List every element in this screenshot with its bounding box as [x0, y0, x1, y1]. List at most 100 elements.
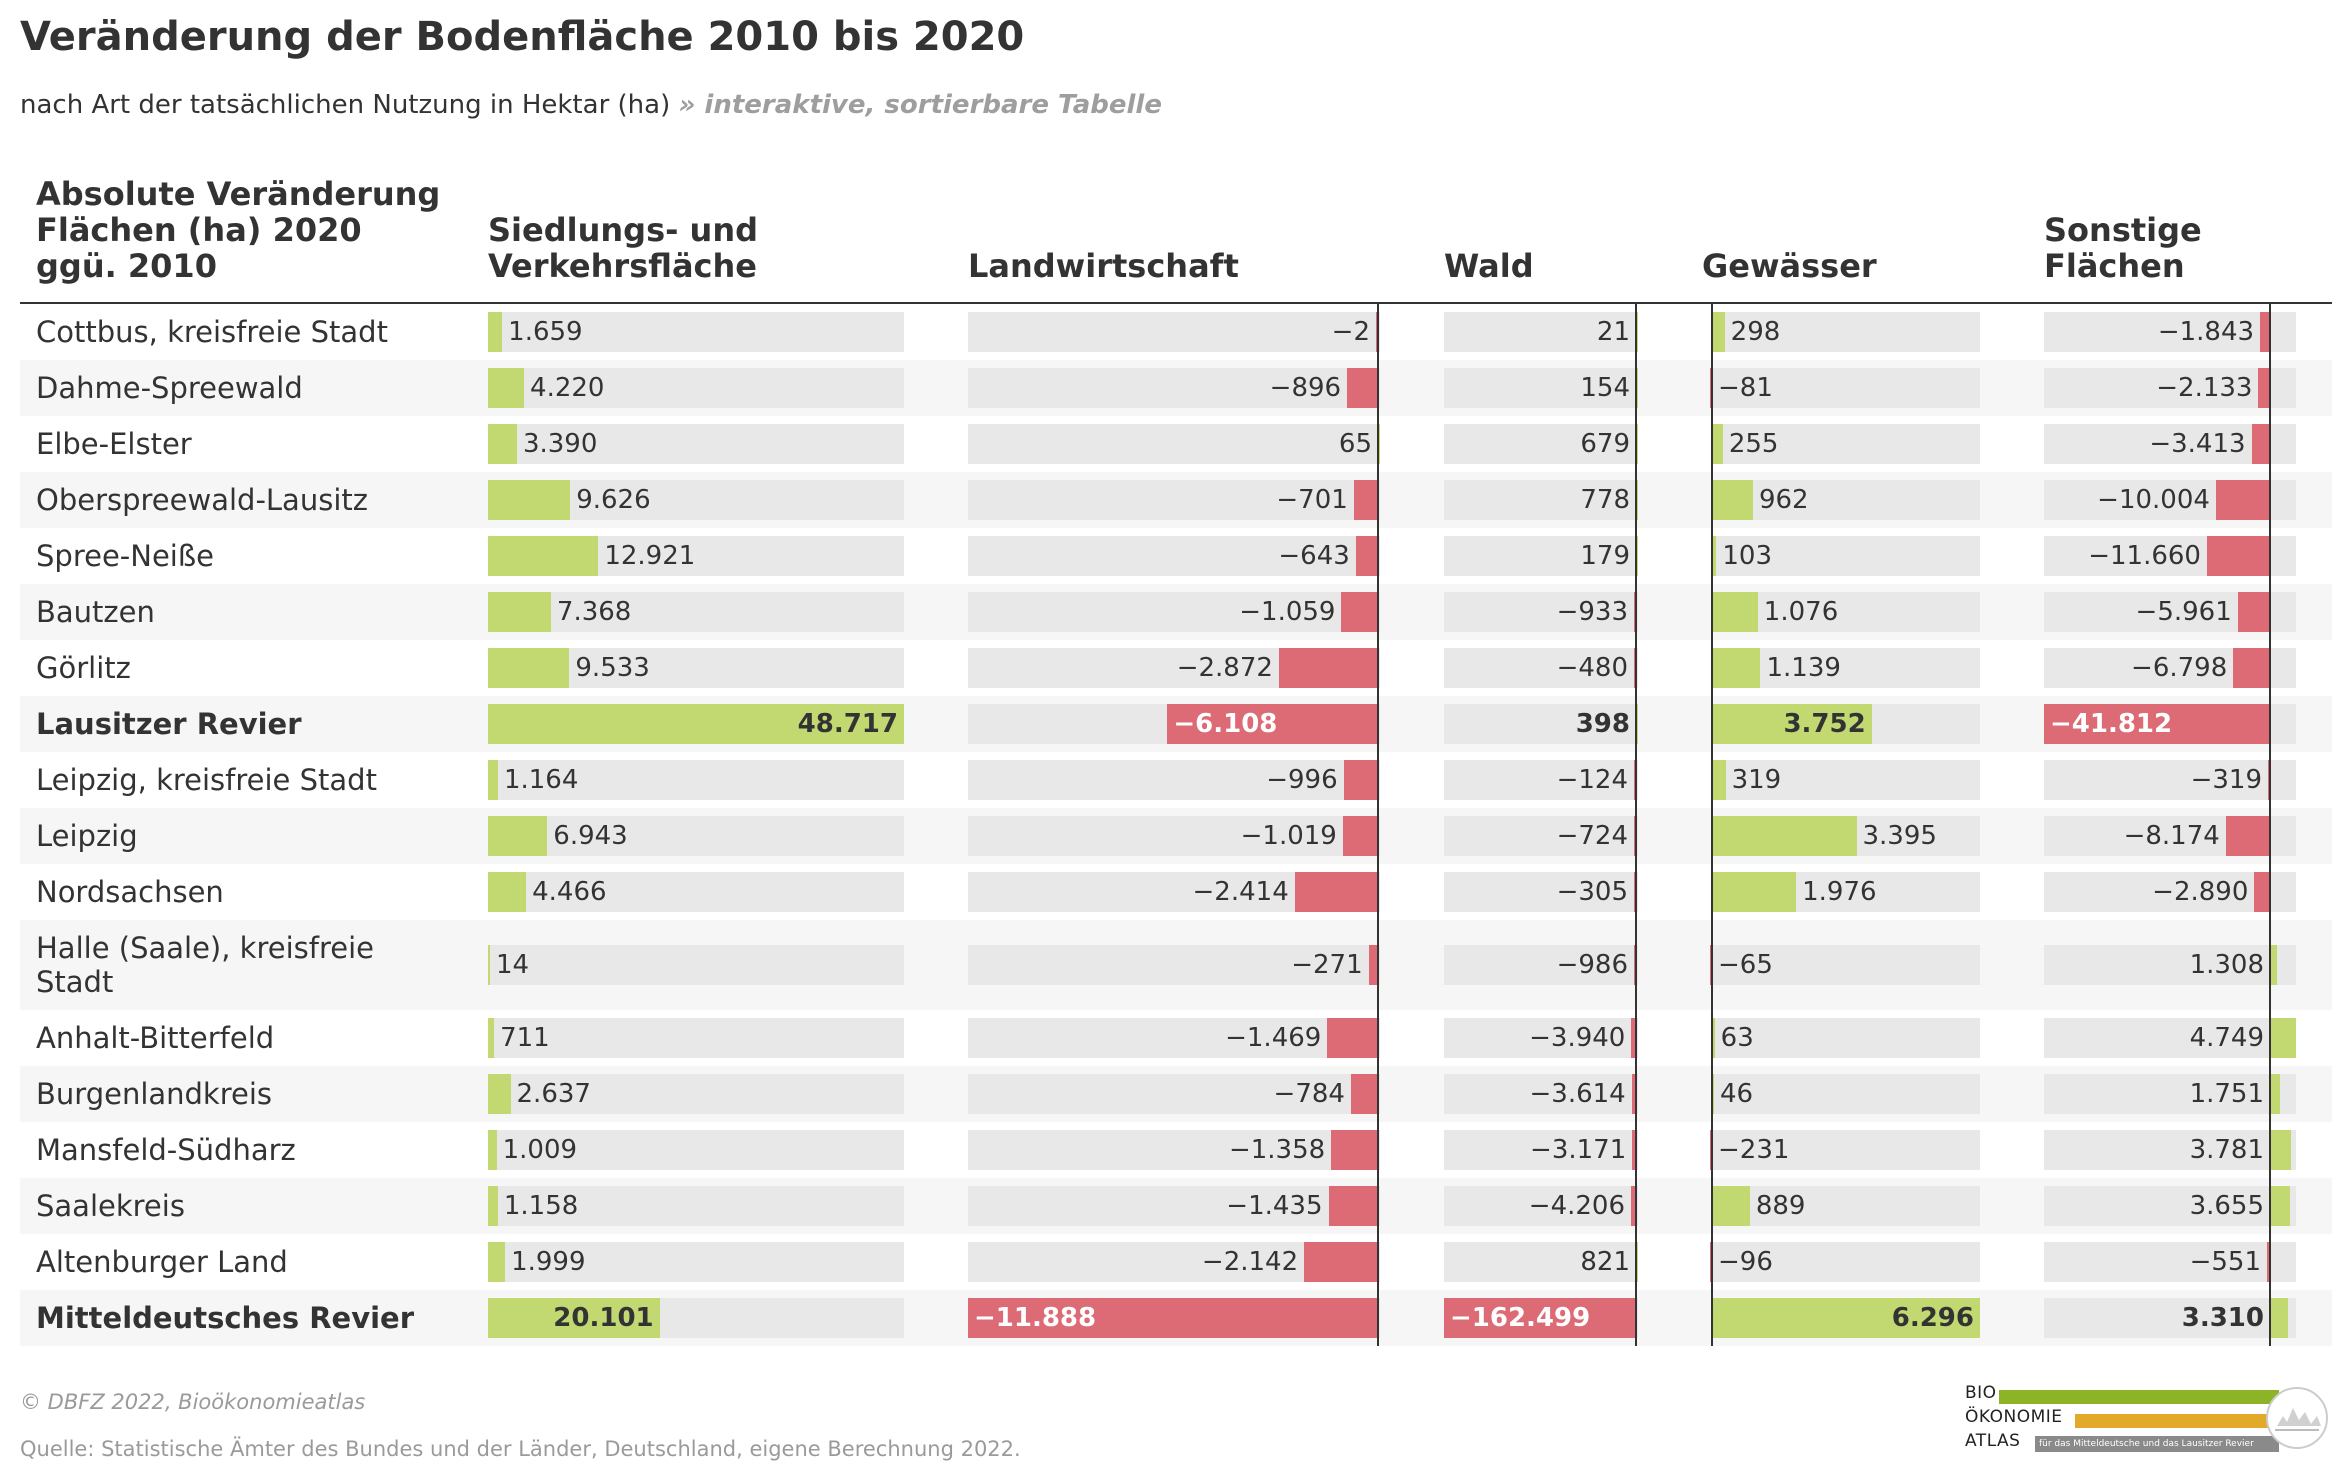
value-bar: [1355, 536, 1378, 576]
value-bar: [488, 1242, 506, 1282]
interactive-table-link[interactable]: » interaktive, sortierbare Tabelle: [678, 90, 1162, 120]
value-label: −551: [2189, 1247, 2262, 1277]
value-label: −6.798: [2131, 653, 2228, 683]
bar-track: [488, 760, 904, 800]
bar-track: [1712, 312, 1980, 352]
value-bar: [488, 1186, 498, 1226]
value-bar: [1636, 536, 1638, 576]
bar-track: [1712, 480, 1980, 520]
value-label: −305: [1556, 877, 1628, 907]
value-label: 46: [1720, 1079, 1754, 1109]
value-label: −162.499: [1450, 1303, 1591, 1333]
value-bar: [488, 760, 498, 800]
value-bar: [2267, 1242, 2270, 1282]
value-label: 14: [496, 950, 530, 980]
value-label: 3.310: [2181, 1303, 2264, 1333]
bar-track: [488, 1130, 904, 1170]
value-bar: [2237, 592, 2270, 632]
value-label: −784: [1273, 1079, 1345, 1109]
value-label: 255: [1728, 429, 1779, 459]
bar-track: [2044, 1242, 2296, 1282]
value-label: −2.872: [1176, 653, 1273, 683]
column-header-sonstige[interactable]: Sonstige Flächen: [2044, 211, 2202, 285]
value-bar: [1712, 592, 1758, 632]
bar-track: [968, 1018, 1380, 1058]
value-bar: [1167, 704, 1378, 744]
value-bar: [1712, 872, 1797, 912]
value-label: 298: [1730, 317, 1781, 347]
row-label: Mansfeld-Südharz: [36, 1133, 296, 1167]
value-label: −319: [2190, 765, 2262, 795]
bar-track: [488, 872, 904, 912]
bar-track: [1712, 1130, 1980, 1170]
value-label: −3.171: [1530, 1135, 1627, 1165]
value-label: 679: [1580, 429, 1630, 459]
value-label: 1.751: [2189, 1079, 2264, 1109]
zero-axis-line: [1635, 302, 1637, 1346]
value-bar: [1353, 480, 1378, 520]
value-label: 4.466: [532, 877, 607, 907]
column-header-gewaesser[interactable]: Gewässer: [1702, 247, 1877, 285]
row-label: Dahme-Spreewald: [36, 371, 303, 405]
value-label: −896: [1269, 373, 1342, 403]
logo-word-atlas: ATLAS: [1965, 1431, 2021, 1451]
logo-orange-stripe: [2075, 1414, 2279, 1428]
row-label: Altenburger Land: [36, 1245, 288, 1279]
value-bar: [2044, 704, 2270, 744]
bar-track: [1444, 312, 1638, 352]
bar-track: [488, 312, 904, 352]
value-label: 7.368: [556, 597, 632, 627]
bar-track: [2044, 872, 2296, 912]
value-label: 1.976: [1802, 877, 1877, 907]
logo-globe-icon: [2266, 1387, 2328, 1449]
bar-track: [488, 1074, 904, 1114]
bar-track: [1712, 536, 1980, 576]
value-label: −4.206: [1528, 1191, 1626, 1221]
value-bar: [488, 424, 517, 464]
value-label: 1.308: [2189, 950, 2264, 980]
value-label: 20.101: [553, 1303, 654, 1333]
value-label: 6.296: [1891, 1303, 1974, 1333]
value-bar: [1631, 1018, 1636, 1058]
value-bar: [488, 1298, 660, 1338]
value-label: −3.614: [1529, 1079, 1626, 1109]
value-bar: [2206, 536, 2270, 576]
value-label: 4.749: [2189, 1023, 2264, 1053]
bar-track: [968, 1186, 1380, 1226]
data-table: Absolute Veränderung Flächen (ha) 2020 g…: [20, 0, 2332, 1480]
value-label: 3.752: [1783, 709, 1866, 739]
value-bar: [1712, 704, 1872, 744]
row-label: Cottbus, kreisfreie Stadt: [36, 315, 388, 349]
value-bar: [1636, 480, 1638, 520]
row-label: Lausitzer Revier: [36, 707, 302, 741]
column-header-wald[interactable]: Wald: [1444, 247, 1534, 285]
bar-track: [2044, 1074, 2296, 1114]
value-label: −1.019: [1240, 821, 1337, 851]
value-label: −231: [1718, 1135, 1790, 1165]
row-label: Burgenlandkreis: [36, 1077, 273, 1111]
value-label: −8.174: [2123, 821, 2220, 851]
chart-title: Veränderung der Bodenfläche 2010 bis 202…: [20, 14, 1025, 60]
value-label: 3.390: [522, 429, 598, 459]
value-label: 21: [1596, 317, 1630, 347]
value-label: −271: [1291, 950, 1363, 980]
zero-axis-line: [2269, 302, 2271, 1346]
bar-track: [1712, 424, 1980, 464]
row-label: Oberspreewald-Lausitz: [36, 483, 368, 517]
value-bar: [1712, 760, 1726, 800]
bar-track: [1712, 1242, 1980, 1282]
row-label: Anhalt-Bitterfeld: [36, 1021, 275, 1055]
logo-word-oekonomie: ÖKONOMIE: [1965, 1407, 2063, 1427]
value-label: −6.108: [1173, 709, 1278, 739]
bar-track: [968, 368, 1380, 408]
value-label: −11.660: [2088, 541, 2201, 571]
bar-track: [1444, 872, 1638, 912]
bar-track: [2044, 1130, 2296, 1170]
bar-track: [968, 1074, 1380, 1114]
source-note: Quelle: Statistische Ämter des Bundes un…: [20, 1437, 1021, 1461]
value-label: 4.220: [530, 373, 605, 403]
column-header-siedlung[interactable]: Siedlungs- und Verkehrsfläche: [488, 211, 758, 285]
value-bar: [1294, 872, 1378, 912]
bar-track: [1712, 368, 1980, 408]
column-header-landwirtschaft[interactable]: Landwirtschaft: [968, 247, 1239, 285]
